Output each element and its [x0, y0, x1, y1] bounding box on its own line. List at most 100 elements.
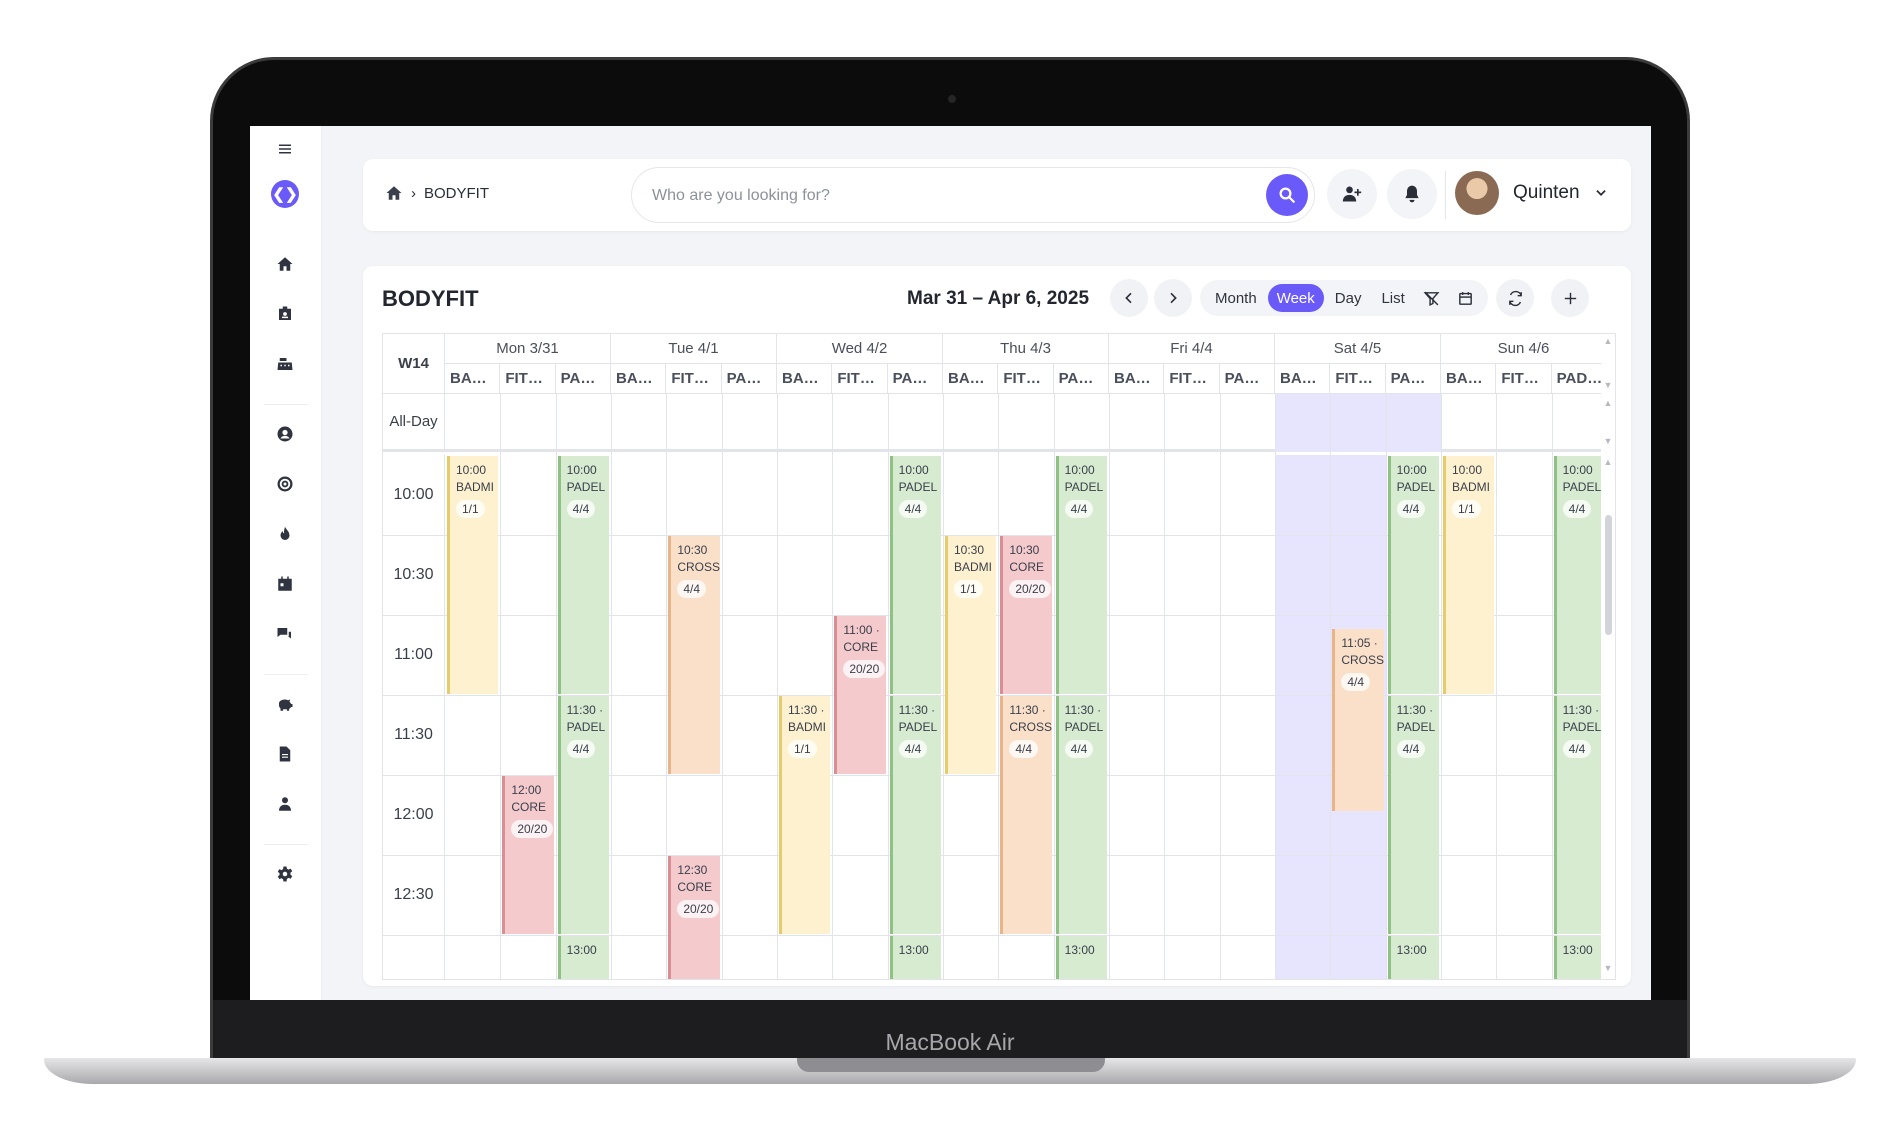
- chevron-down-icon: [1595, 190, 1606, 196]
- piggy-bank-icon[interactable]: [272, 691, 298, 717]
- view-week-button[interactable]: Week: [1267, 284, 1324, 312]
- event-capacity: 4/4: [1064, 740, 1094, 758]
- event-name: PADEL: [566, 720, 606, 734]
- menu-icon[interactable]: [272, 136, 298, 162]
- event-block[interactable]: 11:30 · PADEL 4/4: [1055, 696, 1107, 934]
- event-block[interactable]: 10:00 PADEL 4/4: [1055, 456, 1107, 694]
- event-block[interactable]: 11:00 · CORE 20/20: [834, 616, 886, 774]
- column-divider: [1053, 394, 1055, 979]
- day-header[interactable]: Sun 4/6: [1441, 334, 1607, 364]
- event-time: 13:00: [1562, 943, 1593, 957]
- time-row-divider: [383, 855, 1603, 856]
- event-block[interactable]: 11:30 · CROSS 4/4: [1000, 696, 1052, 934]
- breadcrumb-current[interactable]: BODYFIT: [424, 184, 490, 202]
- resource-header: PA…: [1053, 364, 1109, 394]
- event-block[interactable]: 11:05 · CROSS 4/4: [1332, 629, 1384, 812]
- cash-register-icon[interactable]: [272, 351, 298, 377]
- filter-off-button[interactable]: [1416, 284, 1448, 312]
- header-scrollbar[interactable]: ▲ ▼: [1601, 334, 1615, 394]
- search-input[interactable]: [652, 184, 1232, 208]
- scroll-up-icon[interactable]: ▲: [1603, 398, 1613, 408]
- view-month-button[interactable]: Month: [1215, 289, 1257, 307]
- breadcrumb-separator: ›: [411, 184, 416, 202]
- day-header[interactable]: Tue 4/1: [611, 334, 777, 364]
- view-day-button[interactable]: Day: [1334, 289, 1362, 307]
- event-name: PADEL: [1562, 720, 1602, 734]
- refresh-button[interactable]: [1496, 279, 1534, 317]
- event-block[interactable]: 13:00: [1553, 936, 1605, 979]
- scroll-down-icon[interactable]: ▼: [1603, 380, 1613, 390]
- home-icon[interactable]: [385, 184, 403, 202]
- event-block[interactable]: 10:30 CROSS 4/4: [668, 536, 720, 774]
- event-block[interactable]: 10:00 PADEL 4/4: [889, 456, 941, 694]
- allday-scrollbar[interactable]: ▲ ▼: [1601, 394, 1615, 452]
- column-divider: [1330, 394, 1332, 979]
- day-header[interactable]: Mon 3/31: [445, 334, 611, 364]
- event-name: CORE: [843, 640, 878, 654]
- event-block[interactable]: 11:30 · PADEL 4/4: [557, 696, 609, 934]
- calendar-icon[interactable]: [272, 571, 298, 597]
- prev-week-button[interactable]: [1110, 279, 1148, 317]
- event-time: 10:00: [898, 463, 929, 477]
- user-circle-icon[interactable]: [272, 421, 298, 447]
- date-picker-button[interactable]: [1450, 284, 1482, 312]
- add-event-button[interactable]: [1551, 279, 1589, 317]
- event-block[interactable]: 13:00: [889, 936, 941, 979]
- event-block[interactable]: 10:30 BADMI 1/1: [945, 536, 997, 774]
- user-tie-icon[interactable]: [272, 791, 298, 817]
- day-header[interactable]: Wed 4/2: [777, 334, 943, 364]
- view-list-button[interactable]: List: [1381, 289, 1405, 307]
- day-header[interactable]: Thu 4/3: [943, 334, 1109, 364]
- event-block[interactable]: 11:30 · PADEL 4/4: [889, 696, 941, 934]
- event-time: 13:00: [1064, 943, 1095, 957]
- fire-icon[interactable]: [272, 521, 298, 547]
- all-day-row[interactable]: [445, 394, 1615, 452]
- scrollbar-thumb[interactable]: [1605, 515, 1612, 635]
- logo-icon[interactable]: ❮❯: [271, 180, 299, 208]
- scroll-down-icon[interactable]: ▼: [1603, 963, 1613, 973]
- event-time: 13:00: [566, 943, 597, 957]
- event-block[interactable]: 10:00 PADEL 4/4: [1553, 456, 1605, 694]
- add-user-button[interactable]: [1327, 169, 1377, 219]
- day-header[interactable]: Sat 4/5: [1275, 334, 1441, 364]
- event-block[interactable]: 10:00 PADEL 4/4: [1387, 456, 1439, 694]
- document-icon[interactable]: [272, 741, 298, 767]
- event-time: 10:00: [456, 463, 487, 477]
- event-block[interactable]: 10:00 BADMI 1/1: [1443, 456, 1495, 694]
- id-badge-icon[interactable]: [272, 301, 298, 327]
- event-block[interactable]: 13:00: [1387, 936, 1439, 979]
- day-header[interactable]: Fri 4/4: [1109, 334, 1275, 364]
- scroll-up-icon[interactable]: ▲: [1603, 457, 1613, 467]
- scroll-down-icon[interactable]: ▼: [1603, 436, 1613, 446]
- resource-header: PA…: [887, 364, 943, 394]
- resource-header: BA…: [777, 364, 833, 394]
- event-block[interactable]: 12:00 CORE 20/20: [502, 776, 554, 934]
- column-divider: [1496, 394, 1498, 979]
- gear-icon[interactable]: [272, 861, 298, 887]
- search-button[interactable]: [1266, 174, 1308, 216]
- event-name: CROSS: [1009, 720, 1052, 734]
- body-scrollbar[interactable]: ▲ ▼: [1601, 455, 1615, 979]
- event-block[interactable]: 11:30 · BADMI 1/1: [779, 696, 831, 934]
- event-block[interactable]: 13:00: [557, 936, 609, 979]
- event-block[interactable]: 12:30 CORE 20/20: [668, 856, 720, 979]
- event-block[interactable]: 10:00 PADEL 4/4: [557, 456, 609, 694]
- column-divider: [1441, 394, 1442, 979]
- event-block[interactable]: 10:30 CORE 20/20: [1000, 536, 1052, 694]
- event-block[interactable]: 11:30 · PADEL 4/4: [1387, 696, 1439, 934]
- user-menu[interactable]: Quinten: [1455, 171, 1608, 215]
- event-time: 12:30: [677, 863, 708, 877]
- event-block[interactable]: 13:00: [1055, 936, 1107, 979]
- target-icon[interactable]: [272, 471, 298, 497]
- column-divider: [943, 394, 944, 979]
- event-block[interactable]: 11:30 · PADEL 4/4: [1553, 696, 1605, 934]
- home-icon[interactable]: [272, 251, 298, 277]
- next-week-button[interactable]: [1154, 279, 1192, 317]
- event-block[interactable]: 10:00 BADMI 1/1: [447, 456, 499, 694]
- sidebar-divider: [264, 404, 308, 405]
- camera: [948, 95, 956, 103]
- event-time: 10:30: [954, 543, 985, 557]
- chat-icon[interactable]: [272, 621, 298, 647]
- scroll-up-icon[interactable]: ▲: [1603, 336, 1613, 346]
- notifications-button[interactable]: [1387, 169, 1437, 219]
